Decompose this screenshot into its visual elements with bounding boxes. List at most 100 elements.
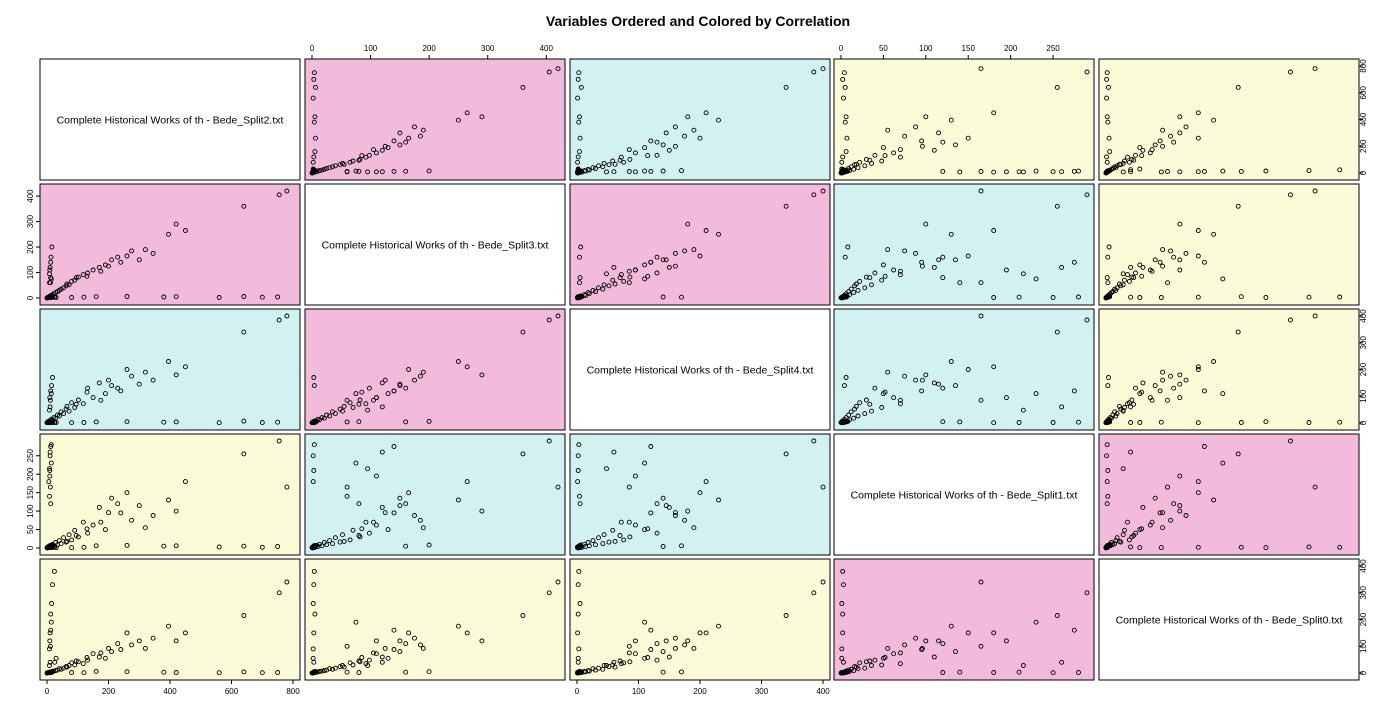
panel-r1-c2 <box>569 183 831 306</box>
data-point <box>69 278 75 284</box>
panel-background <box>39 58 301 181</box>
data-point <box>1118 406 1124 412</box>
data-point <box>1106 244 1112 250</box>
data-point <box>455 497 461 503</box>
data-point <box>697 253 703 259</box>
data-point <box>321 540 327 545</box>
data-point <box>632 638 638 644</box>
data-point <box>48 444 54 449</box>
data-point <box>940 254 946 260</box>
data-point <box>347 537 353 543</box>
data-point <box>1128 294 1134 300</box>
tick-label: 200 <box>422 44 436 53</box>
data-point <box>1054 203 1060 209</box>
data-point <box>382 510 388 516</box>
data-point <box>1195 110 1201 116</box>
data-point <box>576 70 582 76</box>
data-point <box>455 623 461 629</box>
data-point <box>679 294 684 300</box>
data-point <box>1288 317 1293 323</box>
panel-r4-c1 <box>304 558 566 681</box>
data-point <box>855 413 861 419</box>
data-point <box>75 397 81 403</box>
tick-label: 100 <box>364 44 378 53</box>
data-point <box>1152 142 1158 148</box>
data-point <box>1128 169 1134 175</box>
data-point <box>1106 84 1111 90</box>
panel-r2-c1 <box>304 308 566 431</box>
data-point <box>109 257 115 263</box>
data-point <box>1133 385 1138 391</box>
data-point <box>627 274 633 280</box>
data-point <box>366 657 372 663</box>
data-point <box>327 538 333 544</box>
data-point <box>666 147 672 153</box>
data-point <box>642 527 648 533</box>
data-point <box>632 522 638 528</box>
data-point <box>1195 544 1201 550</box>
axis-left-1: 0 100 200 300 400 <box>26 189 40 300</box>
data-point <box>1312 313 1318 319</box>
data-point <box>869 408 874 414</box>
data-point <box>1160 525 1166 531</box>
variable-label: Complete Historical Works of th - Bede_S… <box>1116 615 1343 627</box>
data-point <box>337 406 343 412</box>
data-point <box>1195 169 1201 175</box>
data-point <box>90 651 96 657</box>
data-point <box>373 169 379 175</box>
data-point <box>978 188 984 194</box>
data-point <box>382 377 388 383</box>
data-point <box>546 317 552 323</box>
panel-background <box>1098 433 1360 556</box>
tick-label: 400 <box>540 44 554 53</box>
data-point <box>1168 248 1174 254</box>
data-point <box>406 367 412 372</box>
data-point <box>577 493 582 499</box>
data-point <box>311 168 317 174</box>
data-point <box>845 669 851 675</box>
data-point <box>940 641 946 647</box>
data-point <box>48 419 54 425</box>
data-point <box>978 579 984 585</box>
points <box>838 313 1090 426</box>
data-point <box>575 479 581 485</box>
data-point <box>391 444 397 449</box>
data-point <box>216 670 222 676</box>
data-point <box>1263 295 1269 300</box>
data-point <box>80 519 86 525</box>
data-point <box>897 397 903 403</box>
data-point <box>1177 114 1183 120</box>
data-point <box>385 655 391 661</box>
data-point <box>919 143 925 149</box>
data-point <box>46 479 52 485</box>
tick-label: 400 <box>1359 112 1368 126</box>
data-point <box>84 655 90 660</box>
data-point <box>1160 510 1166 516</box>
data-point <box>373 522 379 528</box>
data-point <box>716 117 721 123</box>
data-point <box>957 280 963 286</box>
data-point <box>578 542 584 548</box>
panel-background <box>39 183 301 306</box>
data-point <box>1104 479 1110 485</box>
data-point <box>575 659 581 665</box>
variable-label: Complete Historical Works of th - Bede_S… <box>57 115 284 127</box>
data-point <box>1337 167 1343 173</box>
data-point <box>660 495 666 501</box>
data-point <box>391 168 397 174</box>
data-point <box>72 662 78 668</box>
data-point <box>879 662 885 668</box>
data-point <box>1084 192 1090 198</box>
data-point <box>923 114 929 120</box>
data-point <box>843 294 849 300</box>
data-point <box>64 403 70 409</box>
axis-right-4: 0 100 200 300 400 <box>1359 559 1368 675</box>
data-point <box>841 659 846 665</box>
data-point <box>600 541 606 547</box>
data-point <box>842 419 848 425</box>
data-point <box>648 510 654 516</box>
data-point <box>420 525 426 531</box>
data-point <box>575 295 581 300</box>
data-point <box>341 664 347 670</box>
data-point <box>1220 168 1226 174</box>
